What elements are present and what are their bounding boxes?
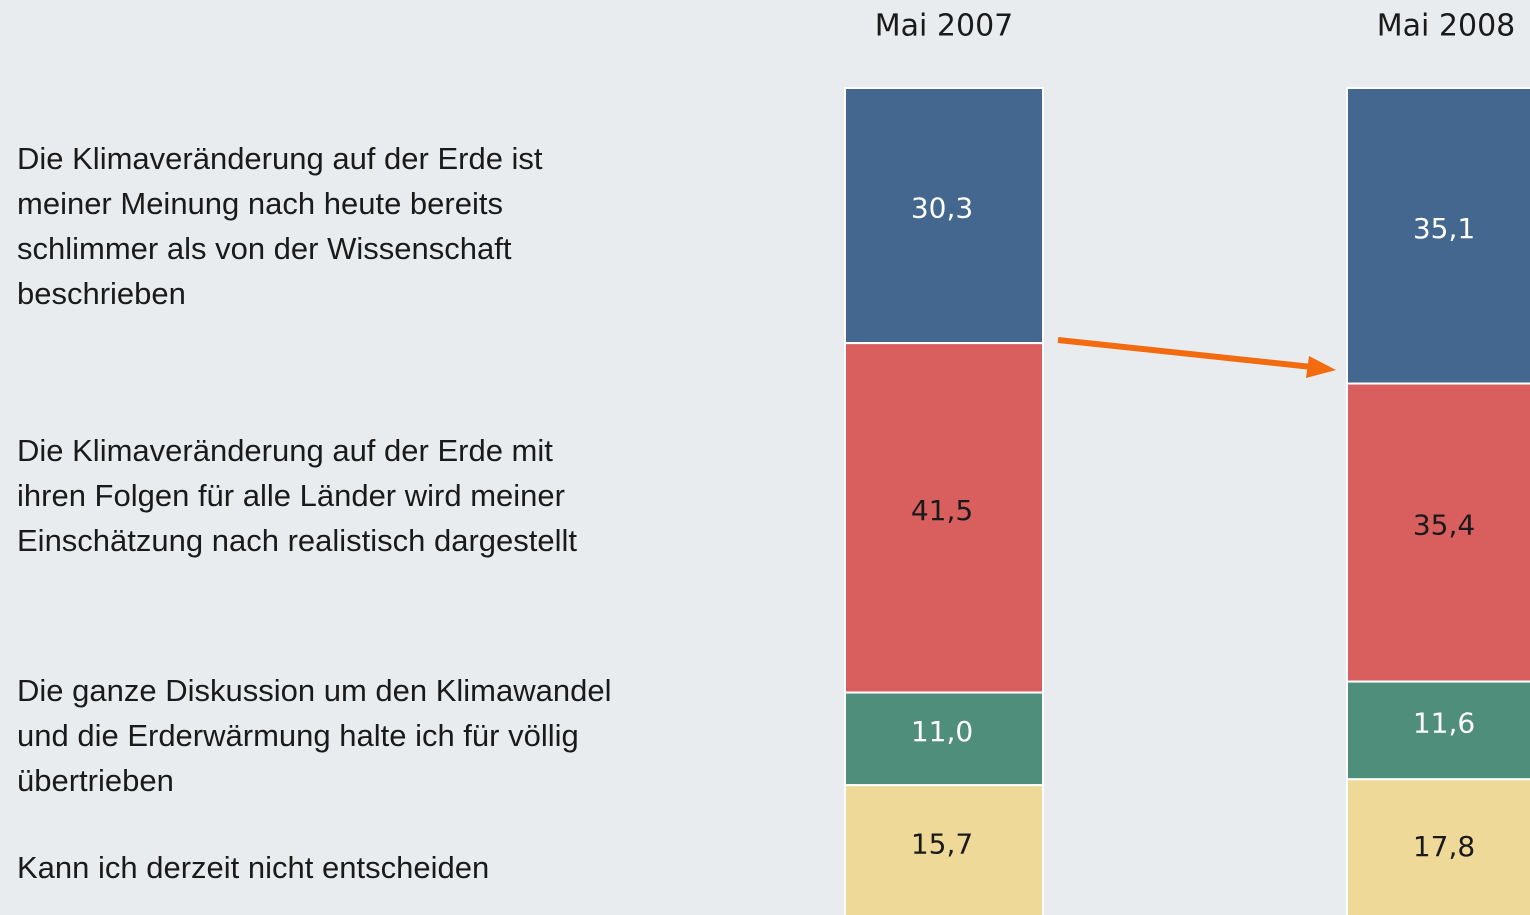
value-label: 15,7 bbox=[911, 827, 973, 860]
category-label: Mai 2007 bbox=[875, 9, 1014, 44]
value-label: 30,3 bbox=[911, 192, 973, 225]
value-label: 17,8 bbox=[1413, 830, 1475, 863]
value-label: 41,5 bbox=[911, 494, 973, 527]
legend-label: Die Klimaveränderung auf der Erde ist me… bbox=[17, 141, 543, 311]
arrow-head bbox=[1306, 356, 1336, 378]
arrow-line bbox=[1057, 337, 1313, 370]
legend-label: Die Klimaveränderung auf der Erde mit ih… bbox=[17, 433, 578, 558]
bar-segment bbox=[844, 87, 1044, 345]
bar-segment bbox=[1346, 778, 1530, 915]
value-label: 11,6 bbox=[1413, 706, 1475, 739]
legend-label: Kann ich derzeit nicht entscheiden bbox=[17, 850, 490, 885]
category-label: Mai 2008 bbox=[1377, 9, 1516, 44]
bar-segment bbox=[1346, 680, 1530, 781]
bar-segment bbox=[844, 342, 1044, 694]
value-label: 35,1 bbox=[1413, 212, 1475, 245]
legend-label: Die ganze Diskussion um den Klimawandel … bbox=[17, 673, 612, 798]
value-label: 11,0 bbox=[911, 715, 973, 748]
bar-segment bbox=[1346, 382, 1530, 683]
value-label: 35,4 bbox=[1413, 509, 1475, 542]
bar-segment bbox=[844, 691, 1044, 787]
bar-segment bbox=[844, 784, 1044, 915]
